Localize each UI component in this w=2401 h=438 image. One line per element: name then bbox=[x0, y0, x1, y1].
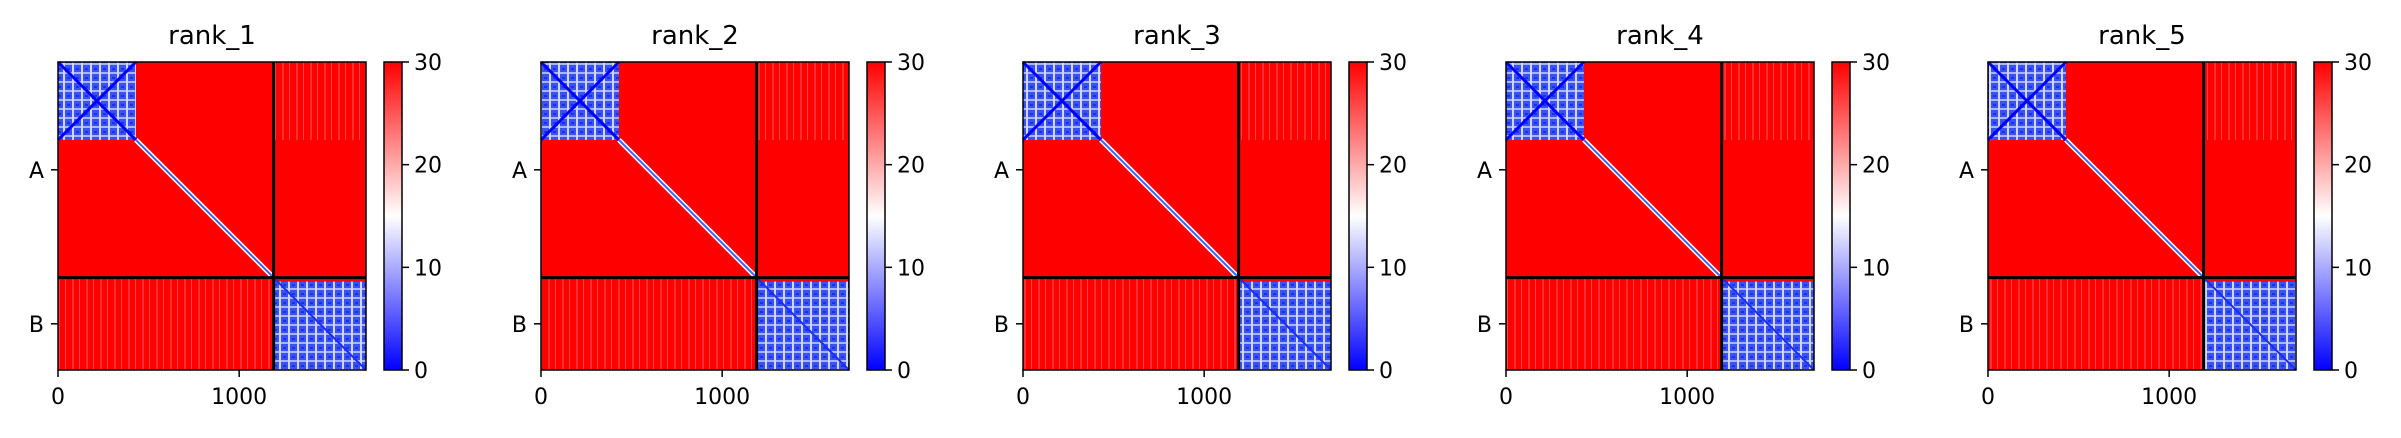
plot-frame bbox=[1022, 61, 1332, 371]
low-block-antidiagonal bbox=[1021, 60, 1102, 141]
colorbar-tick-label: 30 bbox=[897, 51, 925, 76]
panel-title: rank_2 bbox=[651, 21, 739, 51]
interchain-region bbox=[1238, 62, 1331, 140]
x-tick-label: 0 bbox=[1981, 385, 1995, 410]
low-block-antidiagonal bbox=[1986, 60, 2067, 141]
interchain-region bbox=[756, 62, 849, 140]
x-tick-label: 1000 bbox=[1176, 385, 1232, 410]
y-tick-label: B bbox=[994, 313, 1009, 338]
x-tick-label: 1000 bbox=[2141, 385, 2197, 410]
x-tick-label: 0 bbox=[534, 385, 548, 410]
diagonal-line bbox=[618, 139, 758, 279]
heatmap-panel-3: rank_3 0 1000 A B 0 10 20 30 bbox=[994, 21, 1407, 410]
colorbar bbox=[1831, 61, 1851, 371]
low-block-antidiagonal bbox=[539, 60, 620, 141]
diagonal-line bbox=[135, 139, 275, 279]
low-block-diagonal bbox=[755, 276, 850, 371]
x-tick-label: 0 bbox=[1499, 385, 1513, 410]
low-block-antidiagonal bbox=[1504, 60, 1585, 141]
interchain-region bbox=[58, 277, 274, 370]
interchain-region bbox=[541, 277, 757, 370]
interchain-region bbox=[1721, 62, 1814, 140]
x-tick-label: 1000 bbox=[694, 385, 750, 410]
low-block-diagonal bbox=[1237, 276, 1332, 371]
plot-frame bbox=[1987, 61, 2297, 371]
colorbar-tick-label: 20 bbox=[2344, 154, 2372, 179]
colorbar-tick-label: 0 bbox=[1862, 359, 1876, 384]
y-tick-label: A bbox=[512, 159, 527, 184]
interchain-region bbox=[1023, 277, 1239, 370]
interchain-region bbox=[1506, 277, 1722, 370]
colorbar-tick-label: 10 bbox=[897, 256, 925, 281]
interchain-region bbox=[273, 62, 366, 140]
y-tick-label: A bbox=[1959, 159, 1974, 184]
panel-title: rank_3 bbox=[1133, 21, 1221, 51]
colorbar-tick-label: 20 bbox=[897, 154, 925, 179]
panel-title: rank_4 bbox=[1616, 21, 1704, 51]
y-tick-label: A bbox=[994, 159, 1009, 184]
panel-title: rank_1 bbox=[168, 21, 256, 51]
diagonal-line bbox=[1583, 139, 1723, 279]
colorbar-tick-label: 30 bbox=[2344, 51, 2372, 76]
interchain-region bbox=[1988, 277, 2204, 370]
colorbar-tick-label: 0 bbox=[414, 359, 428, 384]
colorbar-tick-label: 20 bbox=[1862, 154, 1890, 179]
y-tick-label: B bbox=[1959, 313, 1974, 338]
colorbar-tick-label: 0 bbox=[1379, 359, 1393, 384]
x-tick-label: 1000 bbox=[1659, 385, 1715, 410]
panel-title: rank_5 bbox=[2098, 21, 2186, 51]
heatmap-panel-1: rank_1 0 1000 A B 0 10 20 30 bbox=[29, 21, 442, 410]
x-tick-label: 1000 bbox=[211, 385, 267, 410]
y-tick-label: B bbox=[1477, 313, 1492, 338]
interchain-region bbox=[2203, 62, 2296, 140]
colorbar bbox=[866, 61, 886, 371]
colorbar-tick-label: 20 bbox=[1379, 154, 1407, 179]
heatmap-panel-5: rank_5 0 1000 A B 0 10 20 30 bbox=[1959, 21, 2372, 410]
colorbar-tick-label: 10 bbox=[1862, 256, 1890, 281]
low-block-diagonal bbox=[272, 276, 367, 371]
heatmap-panel-4: rank_4 0 1000 A B 0 10 20 30 bbox=[1477, 21, 1890, 410]
x-tick-label: 0 bbox=[51, 385, 65, 410]
colorbar-tick-label: 10 bbox=[2344, 256, 2372, 281]
colorbar-tick-label: 0 bbox=[2344, 359, 2358, 384]
diagonal-line bbox=[2065, 139, 2205, 279]
low-block-antidiagonal bbox=[56, 60, 137, 141]
low-block-diagonal bbox=[2202, 276, 2297, 371]
colorbar-tick-label: 0 bbox=[897, 359, 911, 384]
diagonal-line bbox=[1100, 139, 1240, 279]
colorbar bbox=[383, 61, 403, 371]
heatmap-panel-2: rank_2 0 1000 A B 0 10 20 30 bbox=[512, 21, 925, 410]
colorbar bbox=[2313, 61, 2333, 371]
colorbar-tick-label: 30 bbox=[414, 51, 442, 76]
colorbar bbox=[1348, 61, 1368, 371]
y-tick-label: B bbox=[512, 313, 527, 338]
y-tick-label: B bbox=[29, 313, 44, 338]
colorbar-tick-label: 30 bbox=[1379, 51, 1407, 76]
plot-frame bbox=[1505, 61, 1815, 371]
plot-frame bbox=[540, 61, 850, 371]
colorbar-tick-label: 10 bbox=[1379, 256, 1407, 281]
colorbar-tick-label: 30 bbox=[1862, 51, 1890, 76]
y-tick-label: A bbox=[1477, 159, 1492, 184]
plot-frame bbox=[57, 61, 367, 371]
colorbar-tick-label: 20 bbox=[414, 154, 442, 179]
y-tick-label: A bbox=[29, 159, 44, 184]
colorbar-tick-label: 10 bbox=[414, 256, 442, 281]
x-tick-label: 0 bbox=[1016, 385, 1030, 410]
low-block-diagonal bbox=[1720, 276, 1815, 371]
